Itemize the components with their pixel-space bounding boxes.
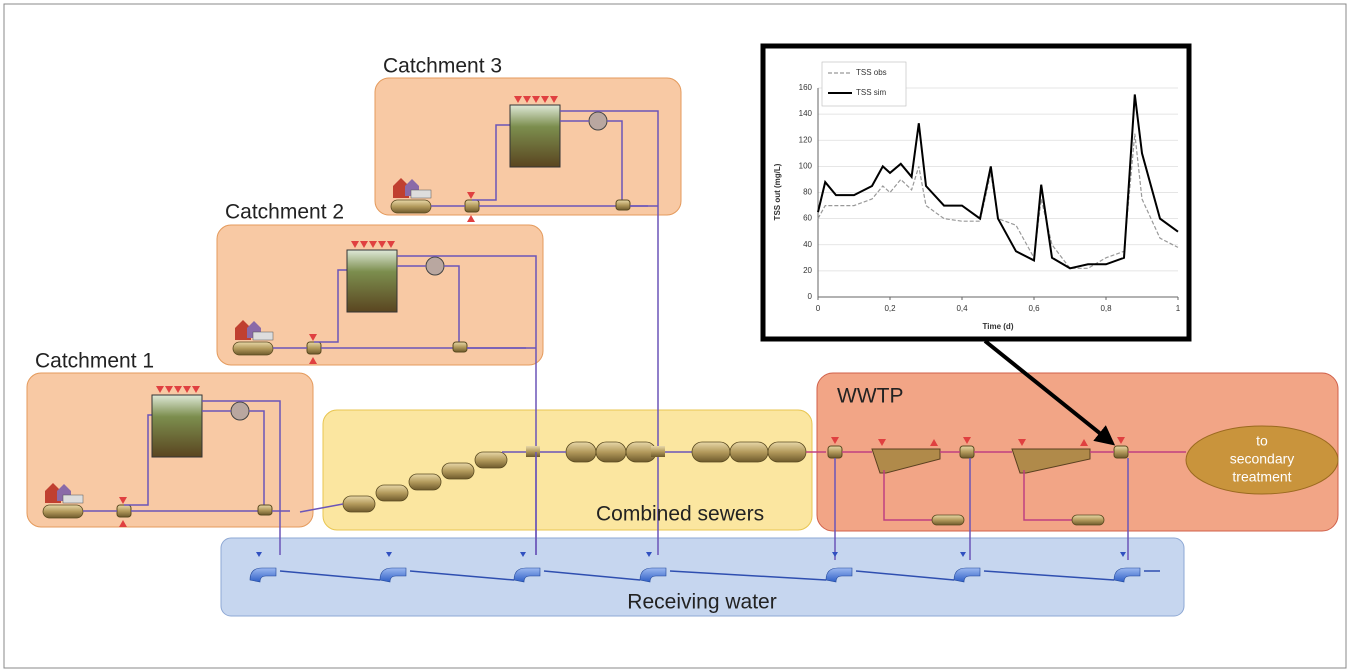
x-axis-label: Time (d) (983, 322, 1014, 331)
pump (426, 257, 444, 275)
pipe (233, 342, 273, 355)
junction (526, 446, 540, 457)
pipe (566, 442, 596, 462)
pipe (43, 505, 83, 518)
splitter (307, 342, 321, 354)
junction (453, 342, 467, 352)
x-tick-label: 0,6 (1028, 304, 1040, 313)
splitter (828, 446, 842, 458)
pipe (409, 474, 441, 490)
splitter (117, 505, 131, 517)
zone-label: Combined sewers (596, 503, 764, 526)
pipe (1072, 515, 1104, 525)
y-tick-label: 160 (799, 83, 813, 92)
splitter (465, 200, 479, 212)
legend-label: TSS sim (856, 88, 887, 97)
pipe (391, 200, 431, 213)
house (411, 190, 431, 198)
x-tick-label: 0,2 (884, 304, 896, 313)
pump (589, 112, 607, 130)
storage-tank (347, 250, 397, 312)
junction (651, 446, 665, 457)
storage-tank (152, 395, 202, 457)
y-tick-label: 20 (803, 266, 812, 275)
pipe (768, 442, 806, 462)
house (63, 495, 83, 503)
pipe (475, 452, 507, 468)
pipe (343, 496, 375, 512)
pipe (376, 485, 408, 501)
house (253, 332, 273, 340)
catchment-label: Catchment 2 (225, 201, 344, 224)
y-tick-label: 120 (799, 135, 813, 144)
pipe (442, 463, 474, 479)
y-axis-label: TSS out (mg/L) (773, 163, 782, 220)
junction (616, 200, 630, 210)
y-tick-label: 40 (803, 240, 812, 249)
pipe (932, 515, 964, 525)
sensor (467, 215, 475, 222)
secondary-label: to (1256, 433, 1268, 449)
legend-label: TSS obs (856, 68, 887, 77)
x-tick-label: 1 (1176, 304, 1181, 313)
catchment-label: Catchment 1 (35, 350, 154, 373)
storage-tank (510, 105, 560, 167)
x-tick-label: 0,4 (956, 304, 968, 313)
zone-label: Receiving water (627, 591, 776, 614)
pump (231, 402, 249, 420)
secondary-label: secondary (1230, 451, 1295, 467)
pipe (692, 442, 730, 462)
splitter (1114, 446, 1128, 458)
junction (258, 505, 272, 515)
secondary-label: treatment (1232, 469, 1291, 485)
pipe (730, 442, 768, 462)
y-tick-label: 80 (803, 188, 812, 197)
x-tick-label: 0,8 (1100, 304, 1112, 313)
y-tick-label: 0 (808, 292, 813, 301)
catchment-label: Catchment 3 (383, 55, 502, 78)
diagram: Catchment 1 Catchment 2 Catchment 3 Comb… (0, 0, 1350, 672)
zone-label: WWTP (837, 385, 903, 408)
y-tick-label: 140 (799, 109, 813, 118)
x-tick-label: 0 (816, 304, 821, 313)
y-tick-label: 100 (799, 161, 813, 170)
splitter (960, 446, 974, 458)
pipe (596, 442, 626, 462)
y-tick-label: 60 (803, 214, 812, 223)
